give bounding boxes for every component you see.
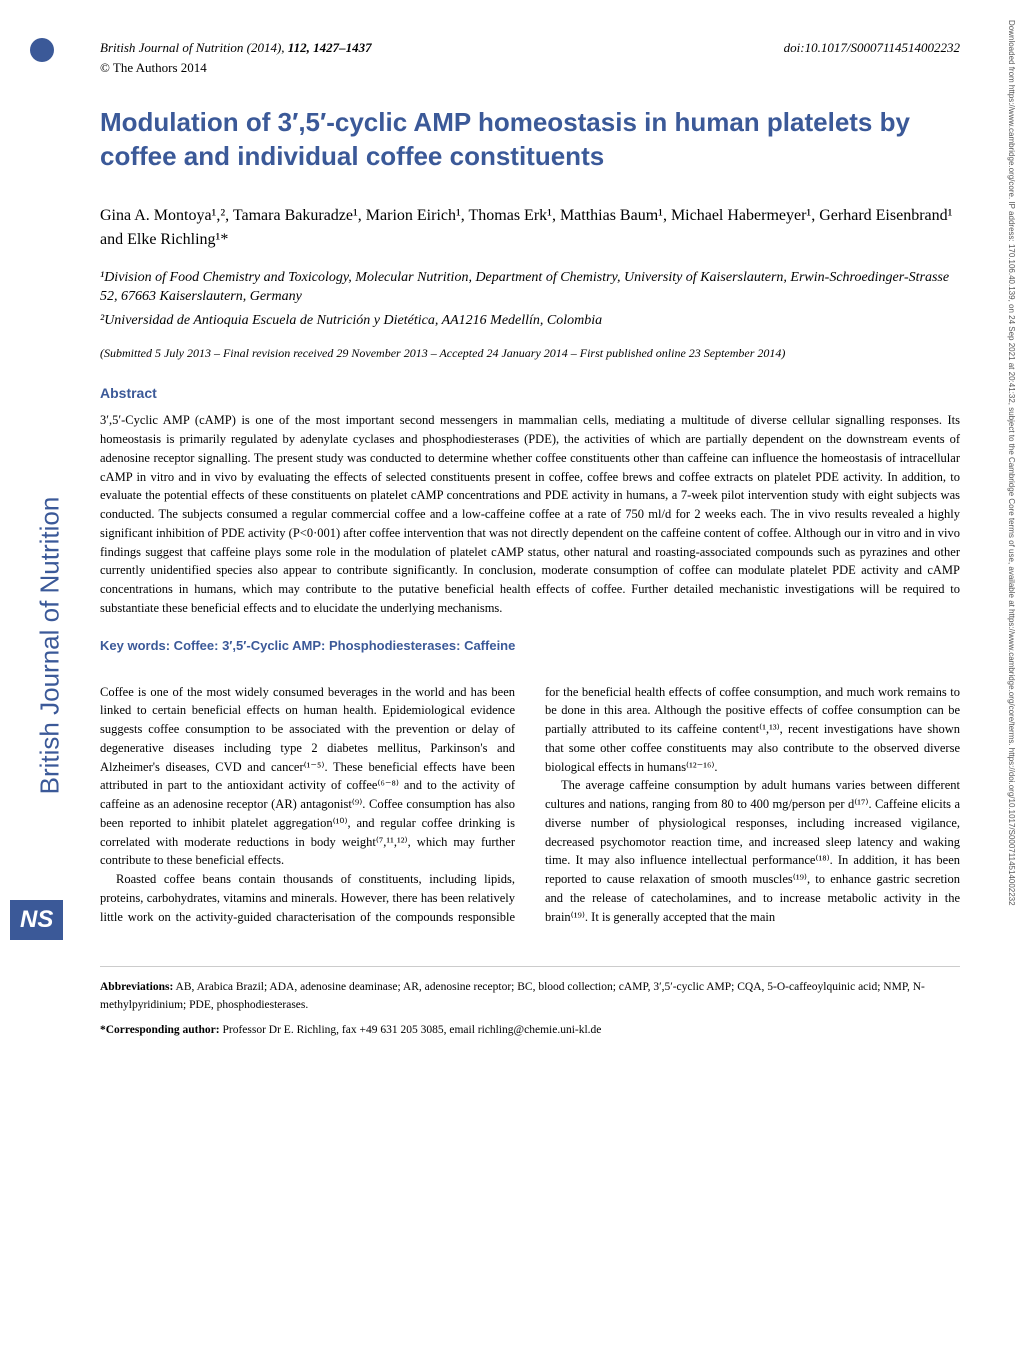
journal-header: British Journal of Nutrition (2014), 112…	[100, 40, 960, 56]
abstract-text: 3′,5′-Cyclic AMP (cAMP) is one of the mo…	[100, 411, 960, 617]
body-para-3: The average caffeine consumption by adul…	[545, 776, 960, 926]
abbreviations-line: Abbreviations: AB, Arabica Brazil; ADA, …	[100, 979, 960, 1014]
corresponding-author-line: *Corresponding author: Professor Dr E. R…	[100, 1022, 960, 1039]
journal-name: British Journal of Nutrition	[100, 40, 243, 55]
vertical-banner: British Journal of Nutrition NS	[20, 380, 70, 880]
abbreviations-text: AB, Arabica Brazil; ADA, adenosine deami…	[100, 981, 925, 1010]
doi: doi:10.1017/S0007114514002232	[784, 40, 960, 56]
abstract-heading: Abstract	[100, 385, 960, 401]
author-list: Gina A. Montoya¹,², Tamara Bakuradze¹, M…	[100, 204, 960, 252]
submission-dates: (Submitted 5 July 2013 – Final revision …	[100, 346, 960, 361]
main-content: British Journal of Nutrition (2014), 112…	[100, 40, 960, 1039]
publisher-logo-icon	[30, 38, 54, 62]
corresponding-text: Professor Dr E. Richling, fax +49 631 20…	[222, 1024, 601, 1036]
keywords-line: Key words: Coffee: 3′,5′-Cyclic AMP: Pho…	[100, 638, 960, 653]
affiliation-2: ²Universidad de Antioquia Escuela de Nut…	[100, 311, 960, 331]
ns-logo: NS	[10, 900, 63, 940]
body-text: Coffee is one of the most widely consume…	[100, 683, 960, 927]
article-title: Modulation of 3′,5′-cyclic AMP homeostas…	[100, 106, 960, 174]
journal-year: (2014)	[247, 40, 282, 55]
body-para-1: Coffee is one of the most widely consume…	[100, 683, 515, 871]
copyright-line: © The Authors 2014	[100, 60, 960, 76]
journal-citation: British Journal of Nutrition (2014), 112…	[100, 40, 372, 56]
footer: Abbreviations: AB, Arabica Brazil; ADA, …	[100, 966, 960, 1039]
journal-name-vertical: British Journal of Nutrition	[35, 396, 66, 896]
affiliation-1: ¹Division of Food Chemistry and Toxicolo…	[100, 268, 960, 307]
journal-volume-pages: 112, 1427–1437	[288, 40, 372, 55]
download-side-note: Downloaded from https://www.cambridge.or…	[1007, 20, 1016, 1320]
